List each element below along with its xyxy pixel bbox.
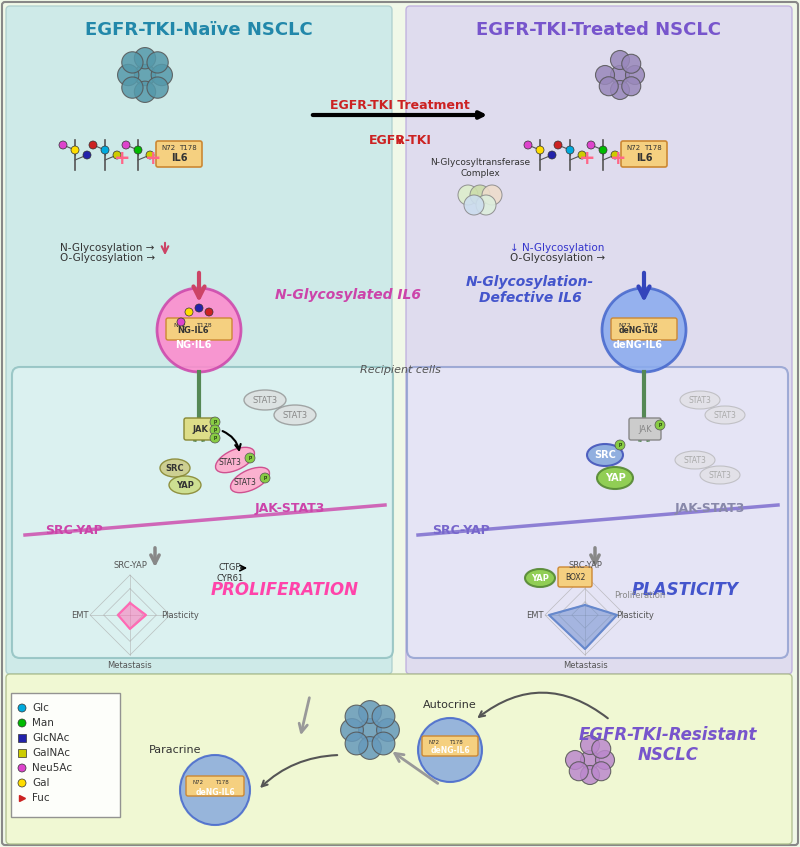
Circle shape	[418, 718, 482, 782]
Text: GlcNAc: GlcNAc	[32, 733, 70, 743]
Circle shape	[377, 718, 399, 741]
FancyBboxPatch shape	[407, 367, 788, 658]
Text: Recipient cells: Recipient cells	[359, 365, 441, 375]
Circle shape	[18, 779, 26, 787]
Circle shape	[18, 719, 26, 727]
Text: Plasticity: Plasticity	[616, 611, 654, 619]
Ellipse shape	[215, 447, 254, 473]
Circle shape	[345, 732, 368, 755]
Circle shape	[464, 195, 484, 215]
Circle shape	[122, 52, 143, 73]
Circle shape	[151, 64, 173, 86]
Text: SRC: SRC	[166, 463, 184, 473]
Text: N72: N72	[161, 145, 175, 151]
Circle shape	[83, 151, 91, 159]
Text: STAT3: STAT3	[714, 411, 737, 419]
Circle shape	[118, 64, 139, 86]
Circle shape	[101, 146, 109, 154]
Circle shape	[570, 761, 588, 781]
Circle shape	[610, 80, 630, 99]
Text: P: P	[214, 428, 217, 433]
Ellipse shape	[680, 391, 720, 409]
Ellipse shape	[705, 406, 745, 424]
Text: O-Glycosylation →: O-Glycosylation →	[510, 253, 605, 263]
Circle shape	[358, 718, 382, 741]
Text: EGFR-TKI-Treated NSCLC: EGFR-TKI-Treated NSCLC	[477, 21, 722, 39]
Circle shape	[595, 750, 614, 770]
Circle shape	[147, 77, 168, 98]
Ellipse shape	[700, 466, 740, 484]
Circle shape	[134, 146, 142, 154]
Text: deNG-IL6: deNG-IL6	[618, 325, 658, 335]
Circle shape	[260, 473, 270, 483]
Text: N-Glycosylation-
Defective IL6: N-Glycosylation- Defective IL6	[466, 275, 594, 305]
Text: deNG-IL6: deNG-IL6	[430, 745, 470, 755]
Text: PLASTICITY: PLASTICITY	[631, 581, 738, 599]
Circle shape	[210, 425, 220, 435]
Text: JAK-STAT3: JAK-STAT3	[675, 501, 745, 514]
Circle shape	[18, 704, 26, 712]
Circle shape	[147, 52, 168, 73]
Text: NG·IL6: NG·IL6	[175, 340, 211, 350]
Circle shape	[602, 288, 686, 372]
Circle shape	[18, 764, 26, 772]
Text: GalNAc: GalNAc	[32, 748, 70, 758]
Text: P: P	[214, 419, 217, 424]
Text: P: P	[658, 423, 662, 428]
Circle shape	[134, 64, 156, 86]
Text: JAK-STAT3: JAK-STAT3	[255, 501, 325, 514]
Circle shape	[622, 77, 641, 96]
Text: N72: N72	[193, 779, 203, 784]
Text: T178: T178	[643, 323, 659, 328]
Circle shape	[566, 750, 585, 770]
Text: BOX2: BOX2	[565, 573, 585, 582]
Circle shape	[177, 318, 185, 326]
Ellipse shape	[597, 467, 633, 489]
FancyBboxPatch shape	[6, 6, 392, 674]
Circle shape	[195, 304, 203, 312]
Circle shape	[210, 417, 220, 427]
Text: N72: N72	[174, 323, 186, 328]
Circle shape	[372, 705, 395, 728]
Text: Autocrine: Autocrine	[423, 700, 477, 710]
Text: PROLIFERATION: PROLIFERATION	[211, 581, 359, 599]
Text: +: +	[145, 148, 162, 168]
Circle shape	[578, 151, 586, 159]
Circle shape	[134, 81, 156, 102]
Ellipse shape	[525, 569, 555, 587]
Text: Proliferation: Proliferation	[614, 590, 666, 600]
Text: deNG·IL6: deNG·IL6	[613, 340, 663, 350]
Polygon shape	[549, 605, 617, 649]
Circle shape	[470, 185, 490, 205]
Text: SRC-YAP: SRC-YAP	[113, 561, 147, 569]
Ellipse shape	[169, 476, 201, 494]
Text: P: P	[263, 475, 266, 480]
Circle shape	[610, 51, 630, 69]
Text: STAT3: STAT3	[709, 470, 731, 479]
Circle shape	[185, 308, 193, 316]
Circle shape	[482, 185, 502, 205]
Text: P: P	[214, 435, 217, 440]
Ellipse shape	[230, 468, 270, 493]
Text: Gal: Gal	[32, 778, 50, 788]
Text: STAT3: STAT3	[282, 411, 307, 419]
Circle shape	[180, 755, 250, 825]
Text: YAP: YAP	[531, 573, 549, 583]
Text: Metastasis: Metastasis	[562, 661, 607, 669]
Circle shape	[146, 151, 154, 159]
Circle shape	[599, 146, 607, 154]
Text: SRC-YAP: SRC-YAP	[45, 523, 102, 536]
Circle shape	[524, 141, 532, 149]
FancyBboxPatch shape	[184, 418, 216, 440]
Circle shape	[372, 732, 395, 755]
Text: deNG-IL6: deNG-IL6	[195, 788, 235, 796]
Circle shape	[554, 141, 562, 149]
Text: P: P	[248, 456, 252, 461]
Text: SRC-YAP: SRC-YAP	[568, 561, 602, 569]
Text: YAP: YAP	[176, 480, 194, 490]
Circle shape	[122, 77, 143, 98]
Circle shape	[587, 141, 595, 149]
Text: T178: T178	[644, 145, 662, 151]
Text: Man: Man	[32, 718, 54, 728]
